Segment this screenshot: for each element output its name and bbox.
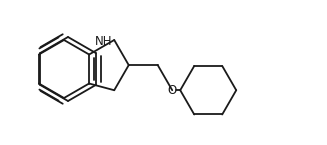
Text: NH: NH [95,35,112,48]
Text: O: O [168,84,177,97]
